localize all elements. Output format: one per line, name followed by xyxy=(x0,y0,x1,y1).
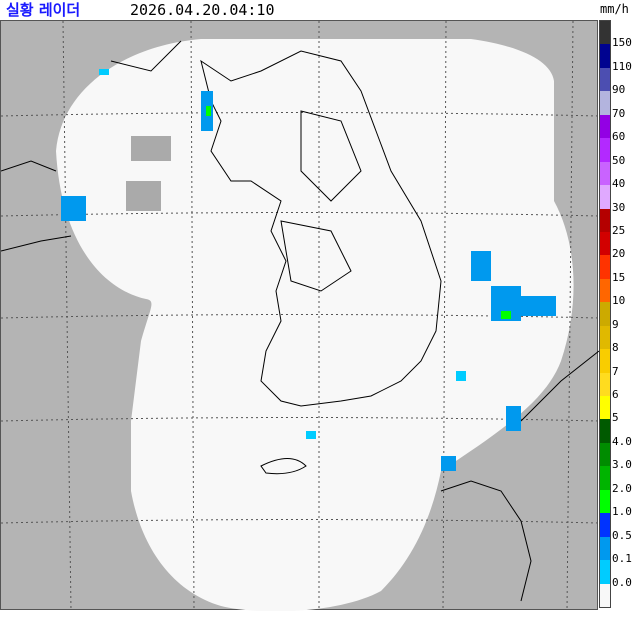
grid-lines xyxy=(0,20,600,612)
legend-swatch xyxy=(600,278,610,303)
legend-swatch xyxy=(600,91,610,115)
legend-swatch xyxy=(600,560,610,584)
precipitation-echoes xyxy=(61,69,556,471)
legend-label: 90 xyxy=(612,83,626,97)
legend-label: 70 xyxy=(612,106,626,120)
legend-swatch xyxy=(600,67,610,92)
legend-label: 40 xyxy=(612,177,626,191)
legend-label: 3.0 xyxy=(612,458,632,472)
page-title: 실황 레이더 xyxy=(6,1,81,19)
legend-label: 25 xyxy=(612,223,626,237)
legend-swatch xyxy=(600,302,610,326)
legend-swatch xyxy=(600,138,610,162)
legend-label: 30 xyxy=(612,200,626,214)
legend-swatch xyxy=(600,583,610,607)
legend-label: 2.0 xyxy=(612,481,632,495)
legend-swatch xyxy=(600,231,610,256)
legend-swatch xyxy=(600,419,610,443)
legend-swatch xyxy=(600,442,610,467)
legend-swatch xyxy=(600,325,610,350)
legend-label: 150 xyxy=(612,36,632,50)
legend-label: 10 xyxy=(612,294,626,308)
coastlines xyxy=(0,40,600,602)
timestamp: 2026.04.20.04:10 xyxy=(130,1,275,19)
legend-swatch xyxy=(600,489,610,514)
legend-label: 6 xyxy=(612,388,619,402)
legend-label: 50 xyxy=(612,153,626,167)
legend-label: 0.5 xyxy=(612,528,632,542)
legend-swatch xyxy=(600,161,610,186)
legend-swatch xyxy=(600,255,610,279)
legend-label: 7 xyxy=(612,364,619,378)
radar-map-svg xyxy=(0,20,600,612)
legend-label: 8 xyxy=(612,341,619,355)
legend-label: 20 xyxy=(612,247,626,261)
legend-swatch xyxy=(600,349,610,373)
legend-label: 9 xyxy=(612,317,619,331)
legend-swatch xyxy=(600,21,610,45)
legend-swatch xyxy=(600,114,610,139)
radar-coverage-area xyxy=(56,39,574,612)
legend-label: 0.0 xyxy=(612,575,632,589)
legend-swatch xyxy=(600,44,610,68)
legend-swatch xyxy=(600,185,610,209)
color-legend xyxy=(599,20,611,608)
legend-label: 0.1 xyxy=(612,552,632,566)
legend-label: 1.0 xyxy=(612,505,632,519)
legend-unit: mm/h xyxy=(600,2,629,16)
legend-label: 15 xyxy=(612,270,626,284)
legend-label: 5 xyxy=(612,411,619,425)
legend-swatch xyxy=(600,372,610,396)
legend-swatch xyxy=(600,513,610,537)
legend-swatch xyxy=(600,396,610,420)
radar-map[interactable] xyxy=(0,20,600,612)
legend-label: 110 xyxy=(612,59,632,73)
legend-swatch xyxy=(600,466,610,490)
legend-label: 60 xyxy=(612,130,626,144)
legend-swatch xyxy=(600,208,610,232)
legend-swatch xyxy=(600,536,610,561)
clutter-echoes xyxy=(126,136,171,211)
legend-label: 4.0 xyxy=(612,434,632,448)
